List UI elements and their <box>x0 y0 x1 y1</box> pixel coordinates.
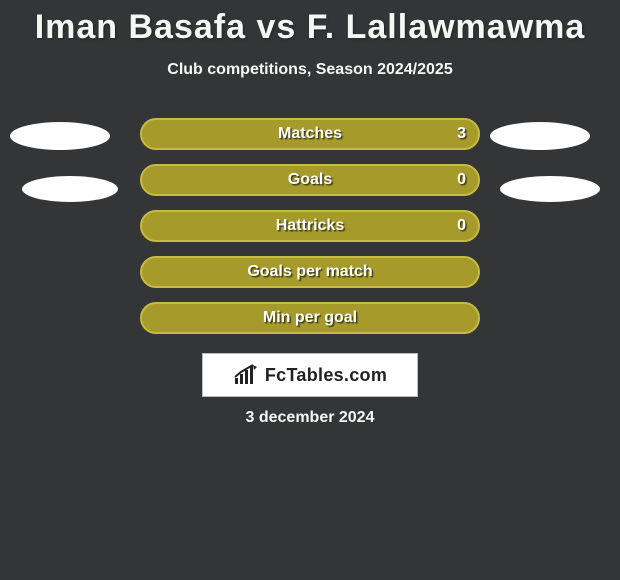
stat-bar: Matches 3 <box>140 118 480 150</box>
chart-icon <box>233 364 259 386</box>
stat-label: Min per goal <box>263 309 357 327</box>
stat-bar: Min per goal <box>140 302 480 334</box>
stat-rows: Matches 3 Goals 0 Hattricks 0 Goals per … <box>0 118 620 348</box>
decorative-ellipse <box>10 122 110 150</box>
decorative-ellipse <box>490 122 590 150</box>
stat-value: 0 <box>457 171 466 189</box>
stat-value: 0 <box>457 217 466 235</box>
subtitle: Club competitions, Season 2024/2025 <box>0 61 620 79</box>
page-title: Iman Basafa vs F. Lallawmawma <box>0 0 620 47</box>
stat-label: Goals per match <box>247 263 372 281</box>
stat-bar: Hattricks 0 <box>140 210 480 242</box>
stat-bar: Goals 0 <box>140 164 480 196</box>
site-logo: FcTables.com <box>202 353 418 397</box>
stat-row: Goals per match <box>0 256 620 302</box>
decorative-ellipse <box>500 176 600 202</box>
logo-text: FcTables.com <box>265 365 387 386</box>
stat-label: Matches <box>278 125 342 143</box>
comparison-infographic: Iman Basafa vs F. Lallawmawma Club compe… <box>0 0 620 580</box>
stat-label: Goals <box>288 171 332 189</box>
stat-row: Hattricks 0 <box>0 210 620 256</box>
decorative-ellipse <box>22 176 118 202</box>
generation-date: 3 december 2024 <box>0 409 620 427</box>
stat-bar: Goals per match <box>140 256 480 288</box>
stat-label: Hattricks <box>276 217 344 235</box>
stat-row: Min per goal <box>0 302 620 348</box>
stat-value: 3 <box>457 125 466 143</box>
